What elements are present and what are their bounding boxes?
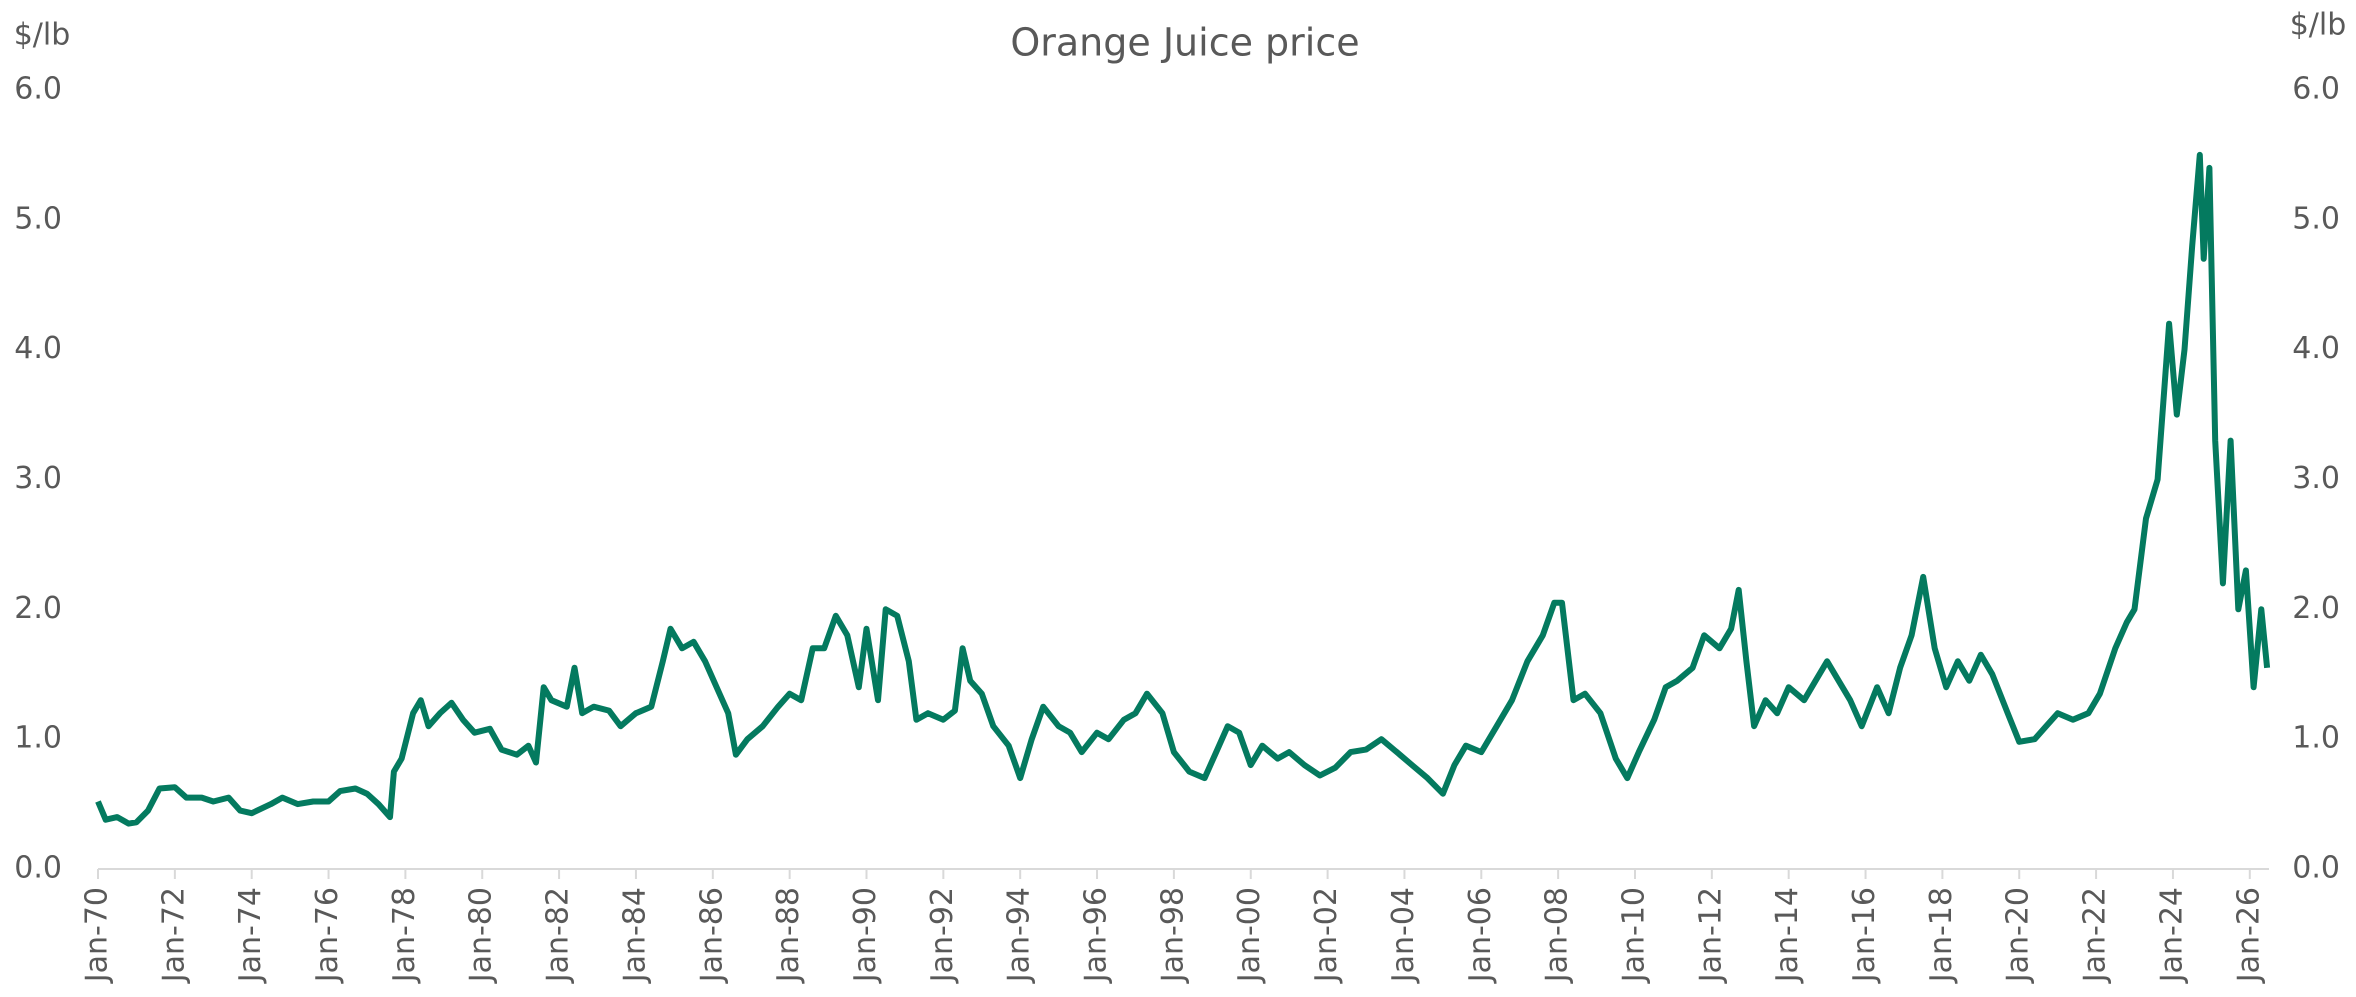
x-tick-label: Jan-18: [1924, 887, 1959, 984]
x-tick-label: Jan-08: [1540, 887, 1575, 984]
x-tick-label: Jan-86: [694, 887, 729, 984]
x-tick-label: Jan-84: [617, 887, 652, 984]
x-tick-label: Jan-94: [1002, 887, 1037, 984]
y-tick-label: 0.0: [14, 851, 62, 886]
x-tick-label: Jan-78: [387, 887, 422, 984]
chart-title: Orange Juice price: [1010, 21, 1359, 65]
y2-axis-label: $/lb: [2290, 8, 2347, 43]
x-tick-label: Jan-72: [156, 887, 191, 984]
y-tick-label: 4.0: [14, 331, 62, 366]
y-tick-label: 5.0: [14, 201, 62, 236]
y-axis-label: $/lb: [14, 18, 71, 53]
x-tick-label: Jan-80: [464, 887, 499, 984]
x-tick-label: Jan-70: [80, 887, 115, 984]
price-line: [95, 151, 2271, 827]
x-tick-label: Jan-24: [2154, 887, 2189, 984]
x-tick-label: Jan-04: [1386, 887, 1421, 984]
x-tick-label: Jan-88: [771, 887, 806, 984]
x-tick-label: Jan-90: [848, 887, 883, 984]
y2-tick-label: 0.0: [2292, 851, 2340, 886]
x-tick-label: Jan-82: [541, 887, 576, 984]
x-tick-label: Jan-10: [1616, 887, 1651, 984]
x-tick-label: Jan-20: [2001, 887, 2036, 984]
x-tick-label: Jan-96: [1079, 887, 1114, 984]
y-tick-label: 2.0: [14, 591, 62, 626]
y-tick-label: 3.0: [14, 461, 62, 496]
y-tick-label: 6.0: [14, 72, 62, 107]
y2-tick-label: 2.0: [2292, 591, 2340, 626]
x-tick-label: Jan-98: [1155, 887, 1190, 984]
x-tick-label: Jan-12: [1693, 887, 1728, 984]
x-tick-label: Jan-74: [233, 887, 268, 984]
y-tick-label: 1.0: [14, 721, 62, 756]
y2-tick-label: 4.0: [2292, 331, 2340, 366]
x-tick-label: Jan-00: [1232, 887, 1267, 984]
y2-tick-label: 1.0: [2292, 721, 2340, 756]
x-tick-label: Jan-02: [1309, 887, 1344, 984]
x-tick-label: Jan-92: [925, 887, 960, 984]
x-tick-label: Jan-16: [1847, 887, 1882, 984]
x-tick-label: Jan-14: [1770, 887, 1805, 984]
x-tick-label: Jan-26: [2231, 887, 2266, 984]
x-tick-label: Jan-22: [2078, 887, 2113, 984]
x-tick-label: Jan-76: [310, 887, 345, 984]
x-tick-label: Jan-06: [1463, 887, 1498, 984]
y2-tick-label: 6.0: [2292, 72, 2340, 107]
y2-tick-label: 5.0: [2292, 201, 2340, 236]
y2-tick-label: 3.0: [2292, 461, 2340, 496]
